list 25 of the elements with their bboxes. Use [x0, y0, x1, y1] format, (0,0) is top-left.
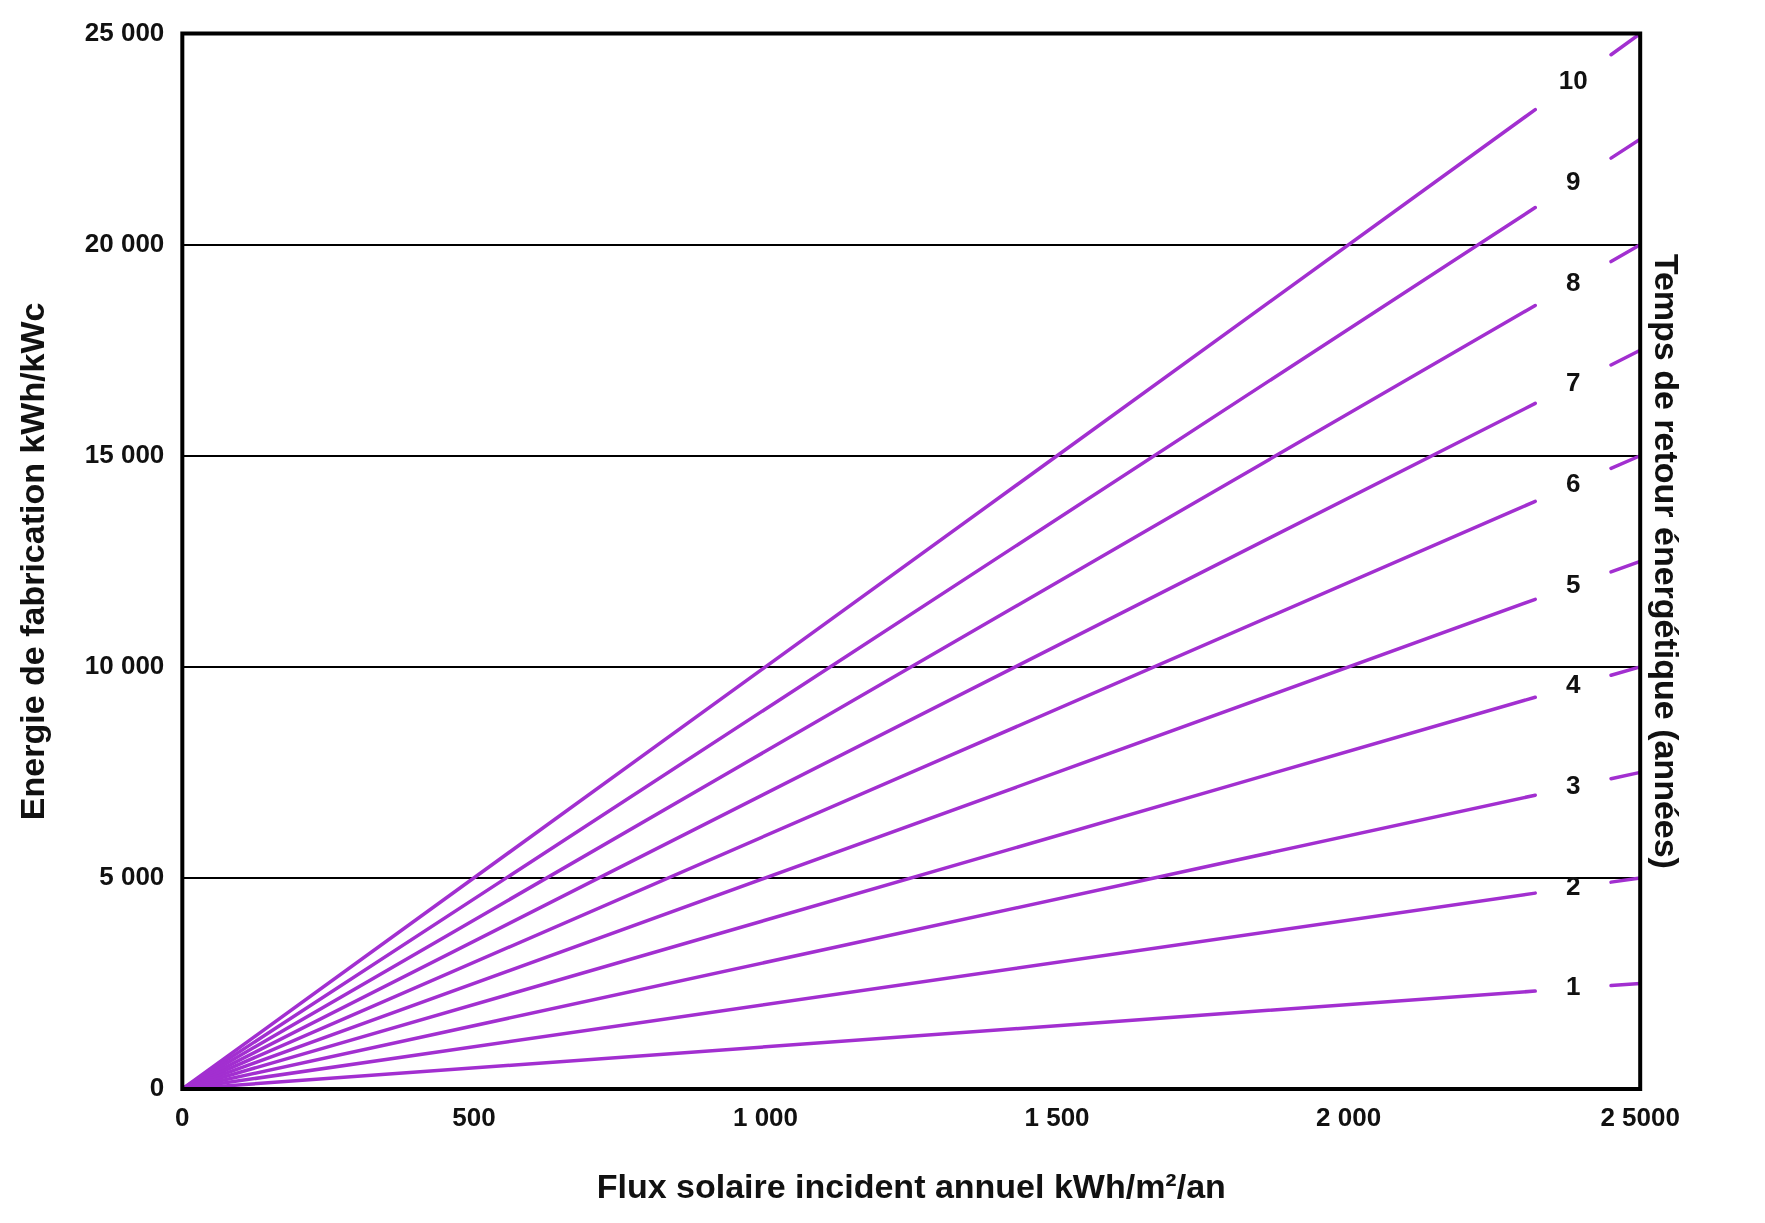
y-tick-label: 5 000 — [99, 861, 165, 892]
x-tick-label: 500 — [452, 1101, 496, 1132]
y-tick-label: 20 000 — [84, 227, 165, 258]
series-label: 8 — [1565, 266, 1581, 297]
x-tick-label: 2 5000 — [1600, 1101, 1680, 1132]
x-tick-label: 1 000 — [732, 1101, 799, 1132]
y2-axis-title: Temps de retour énergétique (années) — [1648, 253, 1687, 869]
series-label: 1 — [1565, 971, 1581, 1002]
series-label: 9 — [1565, 166, 1581, 197]
x-tick-label: 1 500 — [1024, 1101, 1090, 1132]
y-tick-label: 0 — [149, 1072, 165, 1103]
series-label: 3 — [1565, 770, 1581, 801]
y-tick-label: 15 000 — [84, 438, 165, 469]
y-tick-label: 10 000 — [84, 650, 165, 681]
series-label: 10 — [1558, 65, 1588, 96]
series-label: 4 — [1565, 669, 1581, 700]
y-tick-label: 25 000 — [84, 16, 165, 47]
x-axis-title: Flux solaire incident annuel kWh/m²/an — [596, 1166, 1226, 1205]
x-tick-label: 0 — [175, 1101, 190, 1132]
y-axis-title: Energie de fabrication kWh/kWc — [12, 302, 51, 821]
series-label: 5 — [1565, 568, 1581, 599]
series-label: 7 — [1565, 367, 1581, 398]
series-label: 6 — [1565, 468, 1581, 499]
x-tick-label: 2 000 — [1316, 1101, 1382, 1132]
series-label: 2 — [1565, 870, 1581, 901]
